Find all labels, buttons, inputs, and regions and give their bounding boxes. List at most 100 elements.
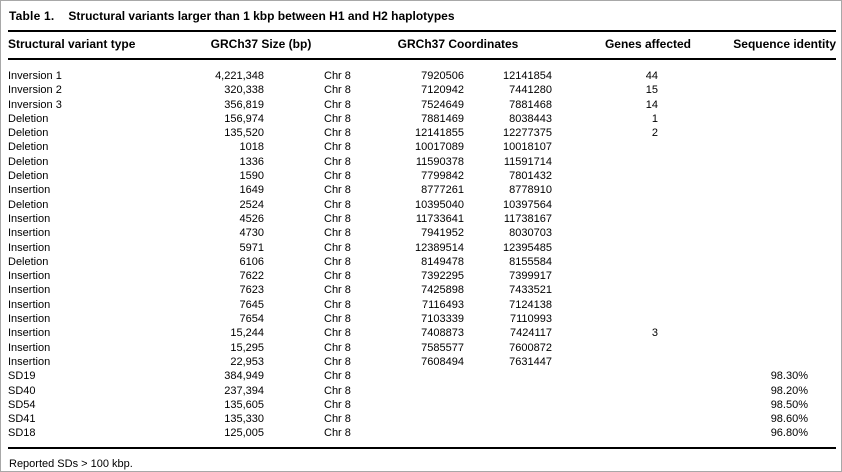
cell-size-bp: 356,819 bbox=[224, 98, 264, 111]
cell-chromosome: Chr 8 bbox=[324, 70, 351, 82]
cell-variant-type: Inversion 2 bbox=[8, 84, 62, 97]
table-row: Deletion 6106 Chr 8 8149478 8155584 bbox=[8, 255, 836, 269]
cell-variant-type: Deletion bbox=[8, 112, 49, 125]
cell-size-bp: 135,605 bbox=[224, 398, 264, 411]
cell-chromosome: Chr 8 bbox=[324, 198, 351, 211]
cell-variant-type: Insertion bbox=[8, 212, 51, 225]
cell-size-bp: 384,949 bbox=[224, 370, 264, 383]
cell-start-coordinate: 8777261 bbox=[421, 184, 464, 197]
cell-chromosome: Chr 8 bbox=[324, 270, 351, 283]
cell-size-bp: 135,330 bbox=[224, 413, 264, 426]
cell-chromosome: Chr 8 bbox=[324, 141, 351, 154]
cell-end-coordinate bbox=[464, 398, 552, 412]
cell-genes-affected bbox=[552, 298, 691, 312]
cell-variant-type: Insertion bbox=[8, 327, 51, 340]
table-header-row: Structural variant type GRCh37 Size (bp)… bbox=[8, 31, 836, 60]
cell-variant-type: Insertion bbox=[8, 298, 51, 311]
cell-sequence-identity bbox=[691, 155, 836, 169]
cell-end-coordinate: 8030703 bbox=[509, 227, 552, 240]
cell-genes-affected bbox=[552, 198, 691, 212]
cell-variant-type: SD19 bbox=[8, 370, 36, 383]
cell-chromosome: Chr 8 bbox=[324, 155, 351, 168]
col-header-sequence-identity: Sequence identity bbox=[691, 31, 836, 60]
cell-start-coordinate bbox=[364, 412, 464, 426]
cell-genes-affected bbox=[552, 384, 691, 398]
cell-genes-affected bbox=[552, 412, 691, 426]
cell-variant-type: Deletion bbox=[8, 127, 49, 140]
cell-size-bp: 7622 bbox=[239, 270, 264, 283]
cell-variant-type: Insertion bbox=[8, 341, 51, 354]
cell-chromosome: Chr 8 bbox=[324, 98, 351, 111]
cell-variant-type: Deletion bbox=[8, 255, 49, 268]
table-row: Deletion 1018 Chr 8 10017089 10018107 bbox=[8, 140, 836, 154]
cell-end-coordinate bbox=[464, 412, 552, 426]
cell-chromosome: Chr 8 bbox=[324, 370, 351, 383]
cell-end-coordinate: 10397564 bbox=[503, 198, 552, 211]
cell-end-coordinate: 8778910 bbox=[509, 184, 552, 197]
cell-start-coordinate: 7408873 bbox=[421, 327, 464, 340]
col-header-coordinates: GRCh37 Coordinates bbox=[364, 31, 552, 60]
cell-start-coordinate: 7881469 bbox=[421, 112, 464, 125]
cell-chromosome: Chr 8 bbox=[324, 298, 351, 311]
cell-chromosome: Chr 8 bbox=[324, 112, 351, 125]
cell-genes-affected: 1 bbox=[651, 112, 658, 125]
cell-variant-type: Insertion bbox=[8, 313, 51, 326]
table-row: Deletion 135,520 Chr 8 12141855 12277375… bbox=[8, 126, 836, 140]
cell-variant-type: Deletion bbox=[8, 198, 49, 211]
cell-size-bp: 1590 bbox=[239, 170, 264, 183]
cell-size-bp: 7645 bbox=[239, 298, 264, 311]
cell-sequence-identity: 98.50% bbox=[770, 398, 808, 411]
cell-sequence-identity bbox=[691, 283, 836, 297]
cell-size-bp: 22,953 bbox=[230, 355, 264, 368]
cell-sequence-identity bbox=[691, 226, 836, 240]
cell-variant-type: Insertion bbox=[8, 270, 51, 283]
table-row: SD54 135,605 Chr 8 98.50% bbox=[8, 398, 836, 412]
cell-end-coordinate: 11591714 bbox=[503, 155, 552, 168]
cell-start-coordinate: 7941952 bbox=[421, 227, 464, 240]
table-caption: Structural variants larger than 1 kbp be… bbox=[68, 9, 455, 23]
cell-chromosome: Chr 8 bbox=[324, 184, 351, 197]
cell-start-coordinate: 7920506 bbox=[421, 70, 464, 82]
table-row: Insertion 5971 Chr 8 12389514 12395485 bbox=[8, 241, 836, 255]
cell-size-bp: 2524 bbox=[239, 198, 264, 211]
cell-genes-affected: 15 bbox=[645, 84, 658, 97]
table-row: Deletion 1336 Chr 8 11590378 11591714 bbox=[8, 155, 836, 169]
cell-end-coordinate: 8038443 bbox=[509, 112, 552, 125]
cell-variant-type: SD18 bbox=[8, 427, 36, 440]
cell-variant-type: Insertion bbox=[8, 284, 51, 297]
cell-chromosome: Chr 8 bbox=[324, 227, 351, 240]
cell-sequence-identity bbox=[691, 241, 836, 255]
table-footnote: Reported SDs > 100 kbp. bbox=[9, 457, 133, 470]
cell-start-coordinate: 10017089 bbox=[415, 141, 464, 154]
cell-chromosome: Chr 8 bbox=[324, 170, 351, 183]
cell-size-bp: 5971 bbox=[239, 241, 264, 254]
table-row: Inversion 2 320,338 Chr 8 7120942 744128… bbox=[8, 83, 836, 97]
cell-variant-type: Insertion bbox=[8, 241, 51, 254]
cell-end-coordinate bbox=[464, 426, 552, 447]
table-row: Insertion 7654 Chr 8 7103339 7110993 bbox=[8, 312, 836, 326]
cell-genes-affected bbox=[552, 369, 691, 383]
table-row: Insertion 7623 Chr 8 7425898 7433521 bbox=[8, 283, 836, 297]
cell-genes-affected bbox=[552, 312, 691, 326]
cell-start-coordinate bbox=[364, 384, 464, 398]
cell-size-bp: 320,338 bbox=[224, 84, 264, 97]
cell-chromosome: Chr 8 bbox=[324, 398, 351, 411]
cell-sequence-identity bbox=[691, 255, 836, 269]
col-header-genes-affected: Genes affected bbox=[552, 31, 691, 60]
cell-size-bp: 1018 bbox=[239, 141, 264, 154]
cell-genes-affected bbox=[552, 155, 691, 169]
cell-sequence-identity bbox=[691, 169, 836, 183]
cell-start-coordinate: 8149478 bbox=[421, 255, 464, 268]
cell-size-bp: 7623 bbox=[239, 284, 264, 297]
cell-genes-affected bbox=[552, 140, 691, 154]
cell-chromosome: Chr 8 bbox=[324, 212, 351, 225]
cell-chromosome: Chr 8 bbox=[324, 327, 351, 340]
cell-chromosome: Chr 8 bbox=[324, 384, 351, 397]
cell-size-bp: 4,221,348 bbox=[215, 70, 264, 82]
cell-end-coordinate: 7600872 bbox=[509, 341, 552, 354]
cell-chromosome: Chr 8 bbox=[324, 313, 351, 326]
cell-sequence-identity bbox=[691, 59, 836, 83]
cell-variant-type: Insertion bbox=[8, 227, 51, 240]
cell-sequence-identity bbox=[691, 126, 836, 140]
cell-sequence-identity bbox=[691, 341, 836, 355]
